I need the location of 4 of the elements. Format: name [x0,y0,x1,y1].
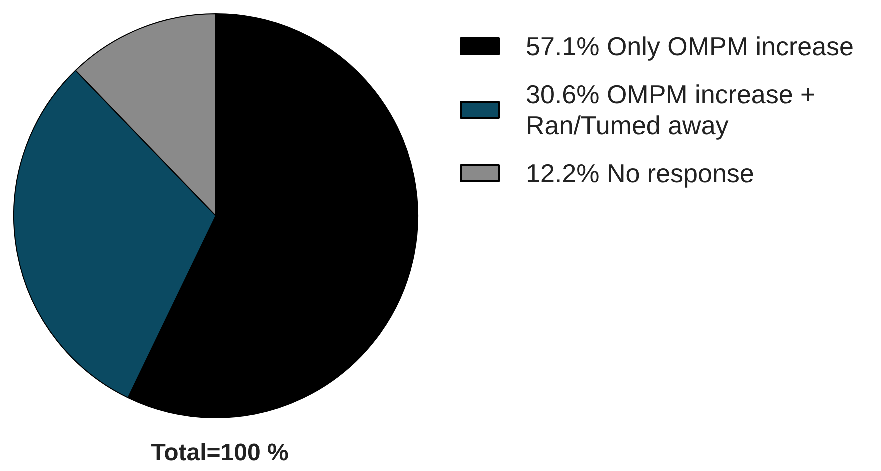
text: Total=100 % [151,440,289,466]
legend-label: 12.2% No response [526,158,754,188]
legend-label: 57.1% Only OMPM increase [526,32,854,62]
legend-label: 30.6% OMPM increase + Ran/Tumed away [526,80,823,140]
